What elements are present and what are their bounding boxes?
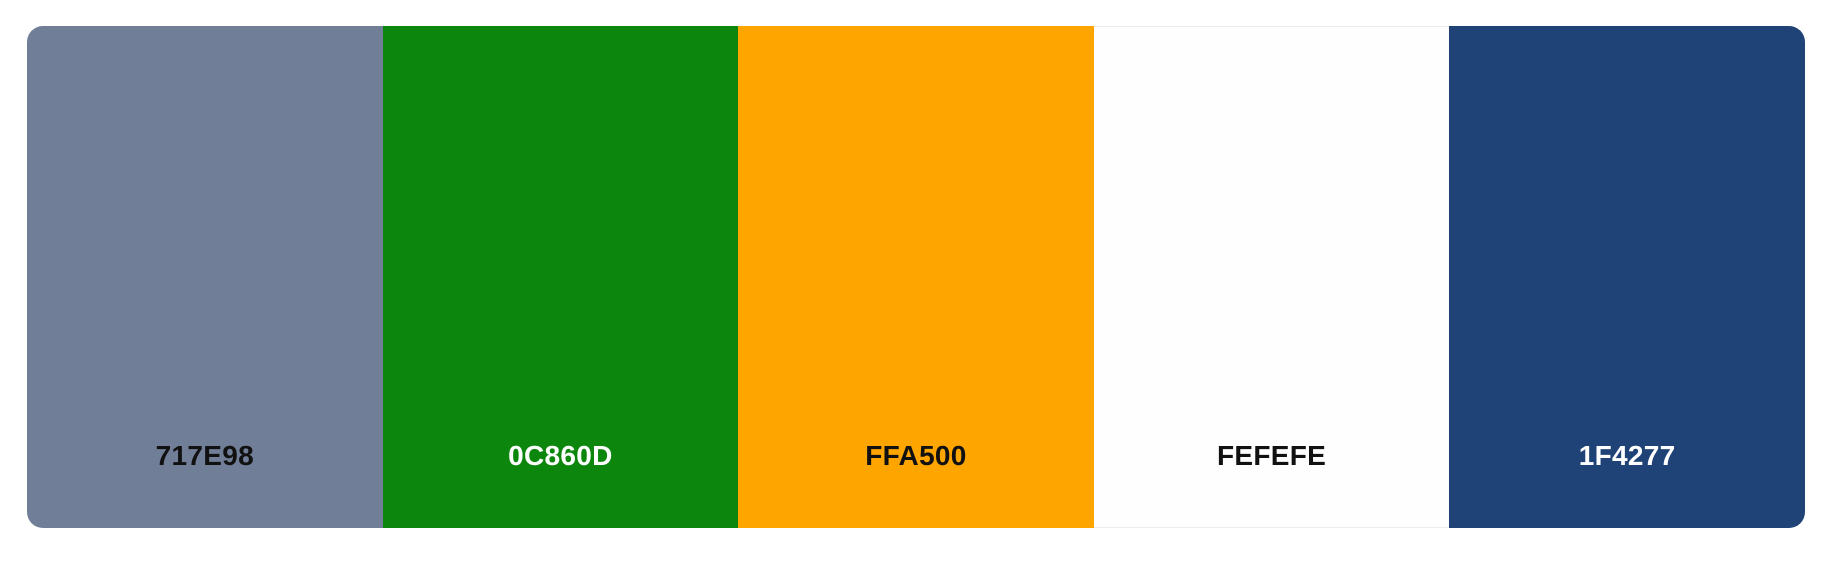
color-swatch-5[interactable]: 1F4277: [1449, 26, 1805, 528]
color-swatch-1[interactable]: 717E98: [27, 26, 383, 528]
swatch-hex-label: FEFEFE: [1217, 440, 1327, 471]
color-palette: 717E98 0C860D FFA500 FEFEFE 1F4277: [27, 26, 1805, 528]
color-swatch-3[interactable]: FFA500: [738, 26, 1094, 528]
color-swatch-2[interactable]: 0C860D: [382, 26, 739, 528]
swatch-hex-label: 1F4277: [1578, 440, 1676, 471]
swatch-hex-label: 717E98: [155, 440, 254, 471]
swatch-hex-label: FFA500: [865, 440, 967, 471]
swatch-hex-label: 0C860D: [508, 440, 613, 471]
color-swatch-4[interactable]: FEFEFE: [1093, 26, 1450, 528]
